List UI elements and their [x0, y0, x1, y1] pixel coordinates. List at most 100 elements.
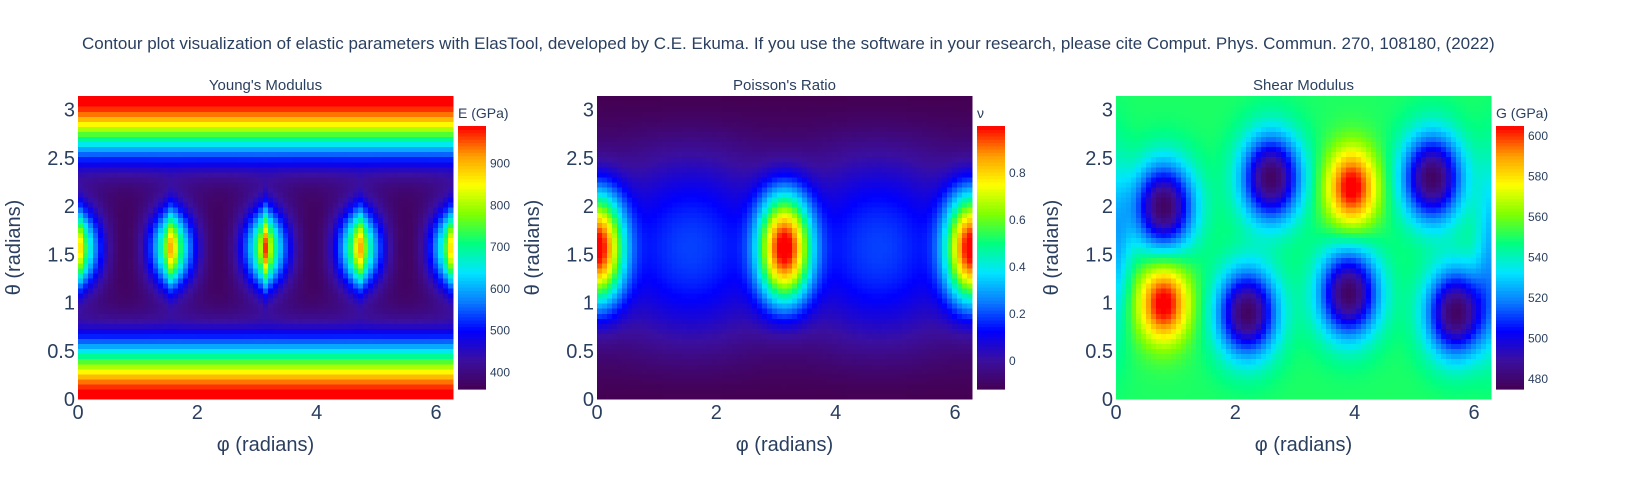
heatmap-cell — [423, 303, 429, 309]
heatmap-cell — [343, 242, 349, 249]
heatmap-cell — [278, 176, 284, 183]
heatmap-cell — [173, 353, 179, 360]
heatmap-cell — [213, 328, 219, 334]
heatmap-cell — [153, 267, 159, 274]
heatmap-cell — [133, 318, 139, 324]
heatmap-cell — [368, 96, 374, 102]
heatmap-cell — [208, 202, 214, 208]
heatmap-cell — [348, 131, 354, 137]
heatmap-cell — [328, 121, 334, 127]
heatmap-cell — [662, 373, 668, 380]
heatmap-cell — [233, 171, 239, 178]
heatmap-cell — [88, 383, 94, 390]
heatmap-cell — [128, 207, 134, 213]
heatmap-cell — [123, 96, 129, 102]
heatmap-cell — [288, 141, 294, 148]
heatmap-cell — [308, 338, 314, 345]
heatmap-cell — [293, 257, 299, 264]
heatmap-cell — [438, 353, 444, 360]
heatmap-cell — [892, 393, 898, 400]
heatmap-cell — [93, 222, 99, 228]
heatmap-cell — [268, 176, 274, 183]
heatmap-cell — [328, 267, 334, 274]
heatmap-cell — [103, 176, 109, 183]
heatmap-cell — [123, 126, 129, 132]
heatmap-cell — [368, 262, 374, 269]
heatmap-cell — [163, 237, 169, 244]
heatmap-cell — [408, 328, 414, 334]
heatmap-cell — [393, 333, 399, 339]
heatmap-cell — [438, 358, 444, 365]
heatmap-cell — [168, 197, 174, 203]
heatmap-cell — [298, 111, 304, 117]
heatmap-cell — [298, 353, 304, 360]
heatmap-cell — [308, 353, 314, 360]
heatmap-cell — [398, 237, 404, 244]
heatmap-cell — [178, 378, 184, 385]
heatmap-cell — [762, 393, 768, 400]
heatmap-cell — [338, 358, 344, 365]
heatmap-cell — [857, 378, 863, 385]
heatmap-cell — [188, 333, 194, 339]
heatmap-cell — [308, 358, 314, 365]
heatmap-cell — [163, 101, 169, 107]
heatmap-cell — [288, 368, 294, 375]
heatmap-cell — [243, 191, 249, 198]
heatmap-cell — [827, 378, 833, 385]
heatmap-cell — [428, 176, 434, 183]
heatmap-cell — [268, 292, 274, 299]
heatmap-cell — [258, 343, 264, 350]
heatmap-cell — [288, 358, 294, 365]
heatmap-cell — [682, 393, 688, 400]
heatmap-cell — [283, 383, 289, 390]
heatmap-cell — [133, 323, 139, 329]
heatmap-cell — [103, 358, 109, 365]
heatmap-cell — [363, 121, 369, 127]
heatmap-cell — [108, 202, 114, 208]
heatmap-cell — [113, 207, 119, 213]
heatmap-cell — [607, 373, 613, 380]
heatmap-cell — [183, 303, 189, 309]
heatmap-cell — [83, 333, 89, 339]
heatmap-cell — [168, 298, 174, 304]
heatmap-cell — [408, 212, 414, 218]
heatmap-cell — [293, 303, 299, 309]
heatmap-cell — [338, 262, 344, 269]
heatmap-cell — [138, 176, 144, 183]
heatmap-cell — [78, 207, 84, 213]
heatmap-cell — [213, 318, 219, 324]
heatmap-cell — [418, 257, 424, 264]
heatmap-cell — [228, 373, 234, 380]
heatmap-cell — [398, 186, 404, 193]
heatmap-cell — [158, 313, 164, 319]
heatmap-cell — [123, 242, 129, 249]
heatmap-cell — [323, 121, 329, 127]
heatmap-cell — [278, 383, 284, 390]
heatmap-cell — [323, 333, 329, 339]
heatmap-cell — [93, 343, 99, 350]
heatmap-cell — [78, 101, 84, 107]
heatmap-cell — [138, 388, 144, 395]
heatmap-cell — [937, 378, 943, 385]
heatmap-cell — [193, 252, 199, 259]
heatmap-cell — [303, 166, 309, 173]
heatmap-cell — [153, 146, 159, 153]
heatmap-cell — [318, 136, 324, 143]
heatmap-cell — [398, 141, 404, 148]
heatmap-cell — [123, 136, 129, 143]
heatmap-cell — [393, 298, 399, 304]
heatmap-cell — [158, 126, 164, 132]
heatmap-cell — [328, 242, 334, 249]
heatmap-cell — [338, 191, 344, 198]
heatmap-cell — [193, 146, 199, 153]
heatmap-cell — [153, 353, 159, 360]
heatmap-cell — [827, 388, 833, 395]
heatmap-cell — [163, 242, 169, 249]
heatmap-cell — [258, 116, 264, 122]
heatmap-cell — [313, 217, 319, 223]
heatmap-cell — [218, 217, 224, 223]
heatmap-cell — [248, 161, 254, 168]
heatmap-cell — [123, 272, 129, 279]
heatmap-cell — [133, 141, 139, 148]
heatmap-cell — [383, 156, 389, 163]
